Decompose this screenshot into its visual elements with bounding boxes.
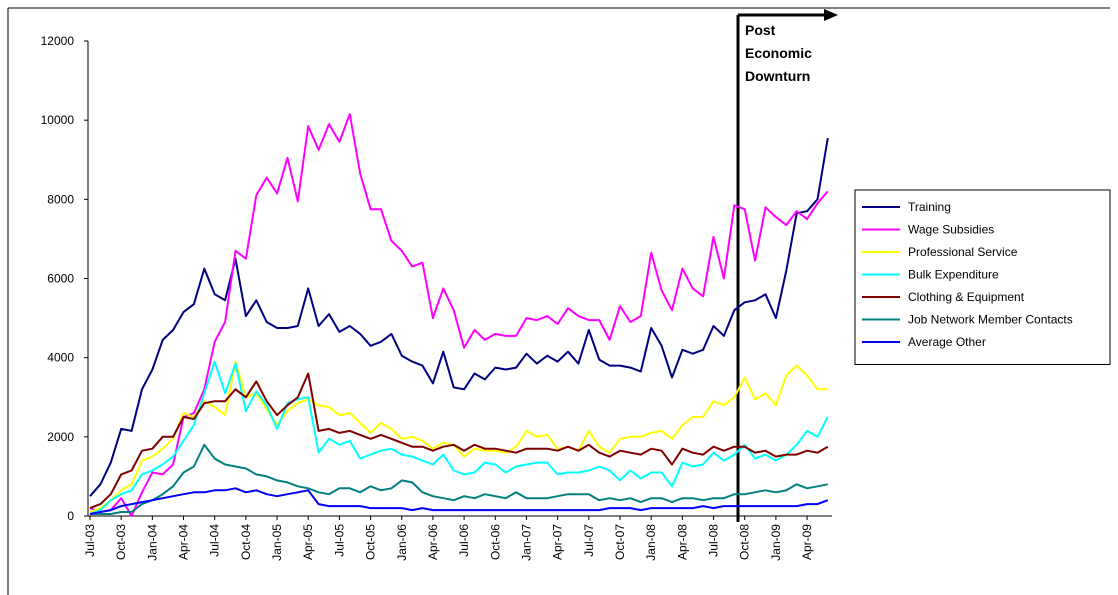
legend-box (854, 189, 1111, 365)
x-tick-label: Apr-07 (551, 524, 565, 560)
y-tick-label: 0 (67, 509, 74, 523)
x-tick-label: Apr-04 (177, 524, 191, 560)
annotation: Economic (745, 45, 812, 61)
series-line (89, 360, 828, 513)
annotation: Downturn (745, 68, 810, 84)
x-tick-label: Jan-05 (270, 524, 284, 561)
x-tick-label: Jan-06 (395, 524, 409, 561)
x-tick-label: Jul-03 (83, 524, 97, 557)
x-tick-label: Jan-07 (519, 524, 533, 561)
series-line (89, 137, 829, 497)
x-tick-label: Apr-06 (426, 524, 440, 560)
x-tick-label: Jul-06 (457, 524, 471, 557)
legend-label: Job Network Member Contacts (908, 313, 1073, 327)
legend-label: Training (908, 200, 951, 214)
y-tick-label: 10000 (41, 113, 75, 127)
legend-label: Wage Subsidies (908, 223, 994, 237)
x-tick-label: Oct-03 (114, 524, 128, 560)
legend-label: Average Other (908, 335, 986, 349)
x-tick-label: Apr-05 (301, 524, 315, 560)
series-line (89, 372, 829, 510)
x-tick-label: Jul-08 (707, 524, 721, 557)
x-tick-label: Oct-04 (239, 524, 253, 560)
x-tick-label: Jul-05 (332, 524, 346, 557)
x-tick-label: Jan-04 (145, 524, 159, 561)
x-tick-label: Jul-04 (208, 524, 222, 557)
legend-label: Clothing & Equipment (908, 290, 1025, 304)
y-tick-label: 12000 (41, 34, 75, 48)
annotation: Post (745, 22, 776, 38)
x-tick-label: Oct-07 (613, 524, 627, 560)
x-tick-label: Apr-08 (675, 524, 689, 560)
legend-label: Bulk Expenditure (908, 268, 999, 282)
y-tick-label: 4000 (47, 351, 74, 365)
series-line (89, 360, 829, 515)
x-tick-label: Jul-07 (582, 524, 596, 557)
series-line (89, 487, 829, 515)
y-tick-label: 6000 (47, 272, 74, 286)
x-tick-label: Jan-09 (769, 524, 783, 561)
x-tick-label: Oct-06 (488, 524, 502, 560)
series-line (90, 443, 828, 515)
x-tick-label: Apr-09 (800, 524, 814, 560)
x-tick-label: Oct-08 (738, 524, 752, 560)
y-tick-label: 8000 (47, 192, 74, 206)
y-tick-label: 2000 (47, 430, 74, 444)
series-line (89, 113, 829, 517)
x-tick-label: Jan-08 (644, 524, 658, 561)
arrow-head (824, 9, 838, 21)
x-tick-label: Oct-05 (364, 524, 378, 560)
legend-label: Professional Service (908, 245, 1018, 259)
